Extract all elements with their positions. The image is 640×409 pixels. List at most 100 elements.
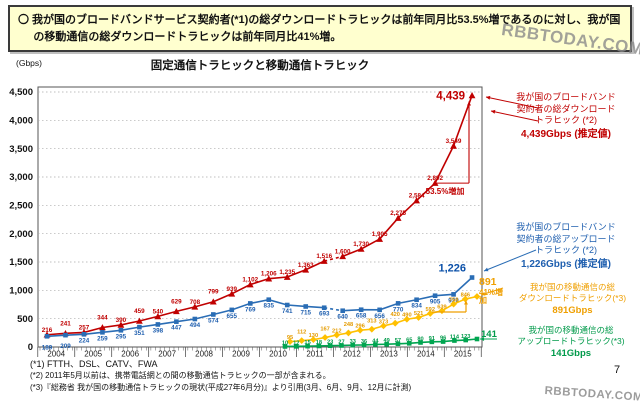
- mobile-upload-endpoint-callout: 141: [481, 329, 497, 340]
- data-label-bb-upload: 655: [227, 313, 238, 320]
- x-year-label: 2005: [84, 350, 102, 359]
- data-label-bb-download: 1,516: [316, 253, 332, 260]
- data-label-bb-download: 241: [60, 320, 71, 327]
- marker-mobile-upload: [440, 339, 446, 344]
- mobile-download-growth-label: 41%増加: [479, 287, 504, 306]
- marker-mobile-download: [309, 336, 317, 344]
- marker-mobile-download: [403, 315, 411, 323]
- marker-bb-upload: [44, 333, 50, 339]
- summary-box: 〇 我が国のブロードバンドサービス契約者(*1)の総ダウンロードトラヒックは前年…: [8, 5, 632, 52]
- data-label-mobile-download: 212: [332, 328, 342, 334]
- data-label-bb-download: 2,892: [427, 175, 443, 182]
- data-label-bb-download: 459: [134, 308, 145, 315]
- annotation-broadband-upload: 我が国のブロードバンド 契約者の総アップロード トラヒック (*2) 1,226…: [495, 222, 637, 271]
- data-label-bb-upload: 905: [430, 299, 441, 306]
- marker-mobile-download: [333, 331, 341, 339]
- marker-mobile-upload: [350, 342, 356, 348]
- marker-bb-download: [154, 313, 162, 320]
- marker-bb-download: [339, 252, 347, 260]
- x-year-label: 2015: [454, 350, 472, 359]
- data-label-bb-upload: 770: [393, 306, 404, 313]
- pointer-line: [485, 96, 539, 109]
- data-label-mobile-download: 639: [437, 304, 447, 310]
- marker-bb-upload: [377, 307, 382, 313]
- marker-bb-upload: [266, 297, 272, 302]
- data-label-bb-download: 216: [42, 327, 53, 334]
- mobile-download-endpoint-callout: 891 41%増加: [479, 276, 505, 306]
- data-label-bb-upload: 447: [171, 325, 182, 332]
- pointer-arrowhead: [484, 267, 489, 272]
- page-number: 7: [614, 364, 621, 376]
- pointer-arrowhead: [480, 337, 485, 341]
- footnote-2: (*2) 2011年5月以前は、携帯電話網との間の移動通信トラヒックの一部が含ま…: [30, 371, 331, 380]
- data-label-mobile-download: 248: [344, 322, 354, 328]
- marker-mobile-upload: [361, 342, 367, 348]
- data-label-mobile-download: 592: [426, 307, 436, 313]
- pointer-arrowhead: [486, 95, 491, 100]
- marker-mobile-download: [321, 334, 329, 341]
- marker-bb-upload: [432, 293, 438, 299]
- marker-bb-upload: [174, 319, 179, 324]
- marker-mobile-upload: [474, 336, 480, 342]
- data-label-mobile-download: 313: [367, 318, 377, 324]
- marker-bb-download: [302, 266, 310, 273]
- marker-mobile-download: [380, 322, 387, 330]
- marker-bb-download: [172, 307, 180, 315]
- marker-bb-download: [117, 321, 125, 328]
- pointer-arrowhead: [464, 300, 468, 305]
- marker-mobile-upload: [384, 341, 389, 347]
- x-year-label: 2013: [380, 350, 398, 359]
- y-tick-label: 1,000: [9, 286, 33, 297]
- marker-bb-upload: [284, 302, 290, 308]
- marker-bb-download: [209, 298, 217, 305]
- data-label-bb-upload: 295: [116, 333, 127, 340]
- marker-mobile-download: [415, 314, 422, 321]
- data-label-mobile-upload: 36: [361, 339, 367, 345]
- y-tick-label: 500: [17, 314, 33, 325]
- marker-mobile-download: [286, 338, 294, 346]
- data-label-mobile-download: 490: [402, 313, 412, 319]
- data-label-bb-upload: 834: [411, 303, 422, 310]
- marker-mobile-upload: [395, 341, 401, 347]
- marker-mobile-download: [356, 326, 364, 334]
- marker-bb-upload: [137, 324, 142, 330]
- data-label-bb-download: 2,584: [409, 193, 425, 200]
- x-year-label: 2009: [232, 350, 250, 359]
- plot-border: [37, 86, 483, 348]
- marker-bb-upload: [414, 297, 419, 303]
- data-label-bb-download: 257: [79, 324, 90, 331]
- data-label-mobile-upload: 15: [304, 340, 310, 346]
- y-tick-label: 4,000: [9, 116, 33, 127]
- data-label-mobile-upload: 123: [461, 334, 471, 340]
- marker-bb-download: [99, 324, 106, 331]
- footnote-3: (*3)『総務省 我が国の移動通信トラヒックの現状(平成27年6月分)』より引用…: [30, 383, 412, 392]
- data-label-mobile-upload: 33: [350, 339, 356, 345]
- pointer-arrowhead: [491, 109, 496, 114]
- marker-bb-upload: [118, 327, 124, 333]
- marker-mobile-upload: [429, 339, 435, 345]
- data-label-bb-upload: 658: [356, 313, 367, 320]
- marker-bb-upload: [303, 304, 309, 309]
- annotation-broadband-upload-value: 1,226Gbps (推定値): [520, 259, 612, 271]
- marker-mobile-upload: [293, 344, 299, 349]
- data-label-mobile-download: 758: [449, 298, 459, 304]
- x-year-label: 2007: [158, 350, 176, 359]
- marker-mobile-download: [298, 337, 306, 345]
- y-tick-label: 2,500: [9, 201, 33, 212]
- summary-text: 〇 我が国のブロードバンドサービス契約者(*1)の総ダウンロードトラヒックは前年…: [18, 14, 621, 43]
- data-label-mobile-download: 521: [414, 311, 424, 317]
- x-year-label: 2010: [269, 350, 287, 359]
- data-label-mobile-download: 296: [355, 324, 365, 330]
- marker-mobile-download: [391, 319, 399, 327]
- marker-bb-upload: [229, 307, 235, 313]
- data-label-bb-upload: 351: [134, 330, 145, 337]
- data-label-bb-download: 629: [171, 298, 182, 305]
- data-label-bb-upload: 398: [153, 327, 164, 334]
- data-label-bb-download: 708: [190, 299, 201, 306]
- data-label-mobile-download: 112: [297, 330, 306, 336]
- marker-mobile-upload: [316, 343, 322, 349]
- data-label-bb-download: 1,235: [279, 269, 295, 276]
- data-label-bb-upload: 1,226: [439, 263, 467, 275]
- marker-bb-download: [468, 92, 476, 99]
